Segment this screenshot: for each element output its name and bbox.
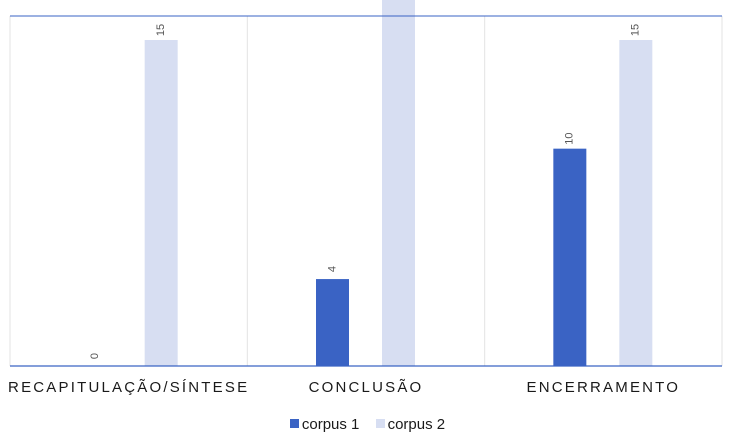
- category-label: CONCLUSÃO: [309, 379, 424, 396]
- bar-1-0: [144, 40, 178, 366]
- bar-1-2: [619, 40, 653, 366]
- data-label-1-0: 15: [155, 24, 167, 36]
- category-label: RECAPITULAÇÃO/SÍNTESE: [8, 379, 249, 396]
- data-label-0-1: 4: [326, 266, 338, 272]
- category-label: ENCERRAMENTO: [527, 379, 681, 396]
- legend-item-corpus-2: corpus 2: [375, 416, 446, 433]
- data-label-0-2: 10: [564, 133, 576, 145]
- bar-0-2: [553, 148, 587, 366]
- legend-label-corpus-2: corpus 2: [387, 416, 446, 433]
- bar-0-1: [316, 279, 349, 366]
- legend-swatch-corpus-1: [289, 419, 299, 428]
- data-label-1-2: 15: [630, 24, 642, 36]
- legend-swatch-corpus-2: [375, 419, 385, 428]
- legend: corpus 1 corpus 2: [0, 416, 735, 433]
- legend-label-corpus-1: corpus 1: [301, 416, 360, 433]
- legend-item-corpus-1: corpus 1: [289, 416, 360, 433]
- data-label-0-0: 0: [89, 353, 101, 359]
- bar-1-1: [382, 0, 415, 367]
